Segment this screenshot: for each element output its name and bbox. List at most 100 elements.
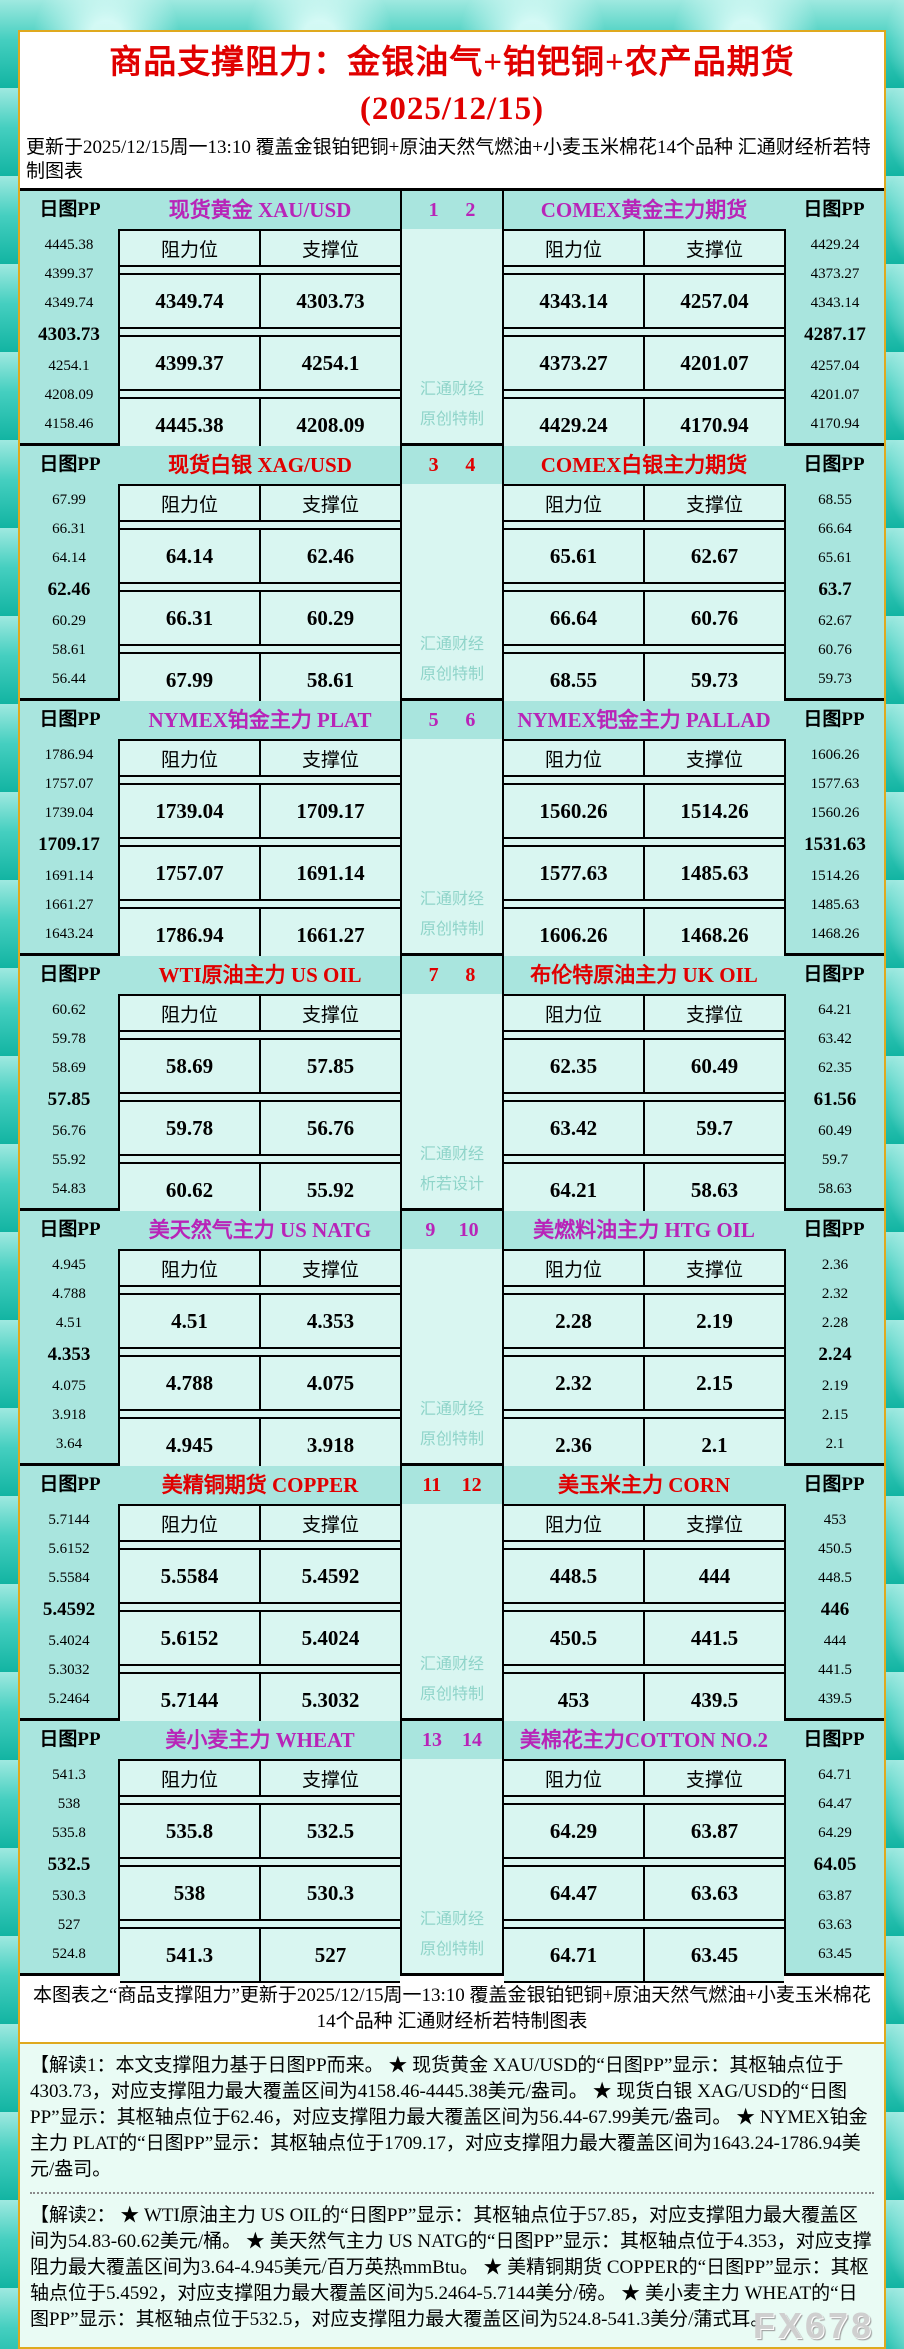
resistance-value: 58.69 <box>165 1053 214 1078</box>
pp-value-list: 60.62 59.78 58.69 57.85 56.76 55.92 54.8… <box>20 994 120 1208</box>
table-row: 64.21 58.63 <box>504 1162 784 1218</box>
support-value: 4201.07 <box>643 337 784 389</box>
table-row: 1786.94 1661.27 <box>120 907 400 963</box>
pp-pivot-value: 4303.73 <box>38 324 100 346</box>
support-value: 60.76 <box>643 592 784 644</box>
pp-value: 541.3 <box>52 1767 86 1784</box>
levels-table: 阻力位 支撑位 58.69 57.85 59.78 56.76 60.62 55… <box>120 994 400 1222</box>
right-instrument-title: COMEX白银主力期货 <box>504 446 784 484</box>
table-row: 448.5 444 <box>504 1548 784 1604</box>
table-header-row: 阻力位 支撑位 <box>504 229 784 267</box>
note-2: 【解读2： ★ WTI原油主力 US OIL的“日图PP”显示：其枢轴点位于57… <box>30 2205 872 2330</box>
pp-value: 450.5 <box>818 1541 852 1558</box>
table-row: 64.14 62.46 <box>120 528 400 584</box>
pp-column-left: 日图PP 1786.94 1757.07 1739.04 1709.17 169… <box>20 701 120 953</box>
pp-value: 67.99 <box>52 492 86 509</box>
pp-value: 56.44 <box>52 670 86 687</box>
table-row: 541.3 527 <box>120 1927 400 1983</box>
right-instrument-title: 美玉米主力 CORN <box>504 1466 784 1504</box>
pp-value: 2.36 <box>821 1257 849 1274</box>
support-value: 2.1 <box>643 1419 784 1471</box>
pp-value-list: 5.7144 5.6152 5.5584 5.4592 5.4024 5.303… <box>20 1504 120 1718</box>
support-header: 支撑位 <box>259 741 400 775</box>
support-header: 支撑位 <box>259 996 400 1030</box>
pp-value: 4.51 <box>55 1315 83 1332</box>
pp-value: 4.945 <box>52 1257 86 1274</box>
resistance-value: 64.47 <box>549 1880 598 1905</box>
pp-value: 66.64 <box>818 521 852 538</box>
right-section-number: 12 <box>461 1473 482 1496</box>
support-value: 4257.04 <box>643 275 784 327</box>
pp-value: 4429.24 <box>810 237 860 254</box>
pp-value: 66.31 <box>52 521 86 538</box>
left-instrument-panel: 现货黄金 XAU/USD 阻力位 支撑位 4349.74 4303.73 439… <box>120 191 400 453</box>
brand-watermark-line2: 原创特制 <box>419 411 484 428</box>
table-row: 4399.37 4254.1 <box>120 335 400 391</box>
levels-table: 阻力位 支撑位 448.5 444 450.5 441.5 453 439.5 <box>504 1504 784 1732</box>
resistance-value: 1739.04 <box>155 798 224 823</box>
pp-column-header: 日图PP <box>803 709 865 730</box>
support-header: 支撑位 <box>643 741 784 775</box>
resistance-header: 阻力位 <box>160 749 218 771</box>
resistance-value: 4.51 <box>171 1308 208 1333</box>
section-numbers: 3 4 <box>400 446 504 484</box>
left-instrument-panel: WTI原油主力 US OIL 阻力位 支撑位 58.69 57.85 59.78… <box>120 956 400 1218</box>
table-row: 2.28 2.19 <box>504 1293 784 1349</box>
pp-value: 63.63 <box>818 1916 852 1933</box>
support-header: 支撑位 <box>643 1506 784 1540</box>
support-value: 1514.26 <box>643 785 784 837</box>
table-header-row: 阻力位 支撑位 <box>120 1504 400 1542</box>
resistance-header: 阻力位 <box>544 749 602 771</box>
section-numbers: 7 8 <box>400 956 504 994</box>
brand-watermark-line2: 析若设计 <box>419 1176 484 1193</box>
pp-value: 4343.14 <box>810 295 860 312</box>
pp-column-left: 日图PP 4445.38 4399.37 4349.74 4303.73 425… <box>20 191 120 443</box>
right-instrument-title: 美棉花主力COTTON NO.2 <box>504 1721 784 1759</box>
pp-value: 439.5 <box>818 1690 852 1707</box>
left-section-number: 5 <box>428 708 439 731</box>
left-instrument-panel: 现货白银 XAG/USD 阻力位 支撑位 64.14 62.46 66.31 6… <box>120 446 400 708</box>
pp-column-left: 日图PP 4.945 4.788 4.51 4.353 4.075 3.918 … <box>20 1211 120 1463</box>
support-header: 支撑位 <box>643 1251 784 1285</box>
brand-watermark-line2: 原创特制 <box>419 1941 484 1958</box>
support-value: 1468.26 <box>643 909 784 961</box>
commodity-section: 日图PP 60.62 59.78 58.69 57.85 56.76 55.92… <box>20 953 884 1218</box>
note-1: 【解读1：本文支撑阻力基于日图PP而来。 ★ 现货黄金 XAU/USD的“日图P… <box>30 2055 868 2180</box>
resistance-value: 67.99 <box>165 667 214 692</box>
pp-value: 62.35 <box>818 1060 852 1077</box>
pp-value: 58.69 <box>52 1060 86 1077</box>
pp-value: 59.78 <box>52 1031 86 1048</box>
table-header-row: 阻力位 支撑位 <box>120 1759 400 1797</box>
table-row: 2.32 2.15 <box>504 1355 784 1411</box>
levels-table: 阻力位 支撑位 4343.14 4257.04 4373.27 4201.07 … <box>504 229 784 457</box>
resistance-value: 63.42 <box>549 1115 598 1140</box>
support-value: 4.353 <box>259 1295 400 1347</box>
pp-value-list: 64.21 63.42 62.35 61.56 60.49 59.7 58.63 <box>784 994 884 1208</box>
pp-value: 60.76 <box>818 641 852 658</box>
pp-column-header: 日图PP <box>803 964 865 985</box>
brand-watermark-line1: 汇通财经 <box>419 381 484 398</box>
sections-container: 日图PP 4445.38 4399.37 4349.74 4303.73 425… <box>20 188 884 1983</box>
middle-column: 5 6 汇通财经 原创特制 <box>400 701 504 953</box>
table-row: 63.42 59.7 <box>504 1100 784 1156</box>
resistance-value: 64.29 <box>549 1818 598 1843</box>
resistance-value: 4349.74 <box>155 288 224 313</box>
pp-column-header: 日图PP <box>803 1219 865 1240</box>
resistance-value: 2.36 <box>555 1432 592 1457</box>
table-row: 67.99 58.61 <box>120 652 400 708</box>
table-row: 59.78 56.76 <box>120 1100 400 1156</box>
brand-watermark: 汇通财经 原创特制 <box>420 1905 484 1973</box>
support-header: 支撑位 <box>259 486 400 520</box>
pp-value-list: 4.945 4.788 4.51 4.353 4.075 3.918 3.64 <box>20 1249 120 1463</box>
pp-value: 64.47 <box>818 1796 852 1813</box>
table-header-row: 阻力位 支撑位 <box>120 739 400 777</box>
support-value: 56.76 <box>259 1102 400 1154</box>
resistance-value: 1786.94 <box>155 922 224 947</box>
table-row: 2.36 2.1 <box>504 1417 784 1473</box>
pp-pivot-value: 63.7 <box>818 579 852 601</box>
table-header-row: 阻力位 支撑位 <box>120 484 400 522</box>
brand-watermark-line1: 汇通财经 <box>419 636 484 653</box>
brand-watermark: 汇通财经 原创特制 <box>420 1395 484 1463</box>
pp-value: 59.73 <box>818 670 852 687</box>
